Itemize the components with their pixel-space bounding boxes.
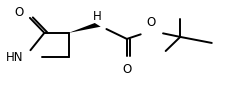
Text: HN: HN: [6, 50, 24, 64]
Text: O: O: [122, 63, 132, 76]
Polygon shape: [69, 23, 101, 33]
Text: O: O: [146, 16, 156, 29]
Text: H: H: [93, 10, 102, 23]
Text: O: O: [14, 6, 24, 19]
